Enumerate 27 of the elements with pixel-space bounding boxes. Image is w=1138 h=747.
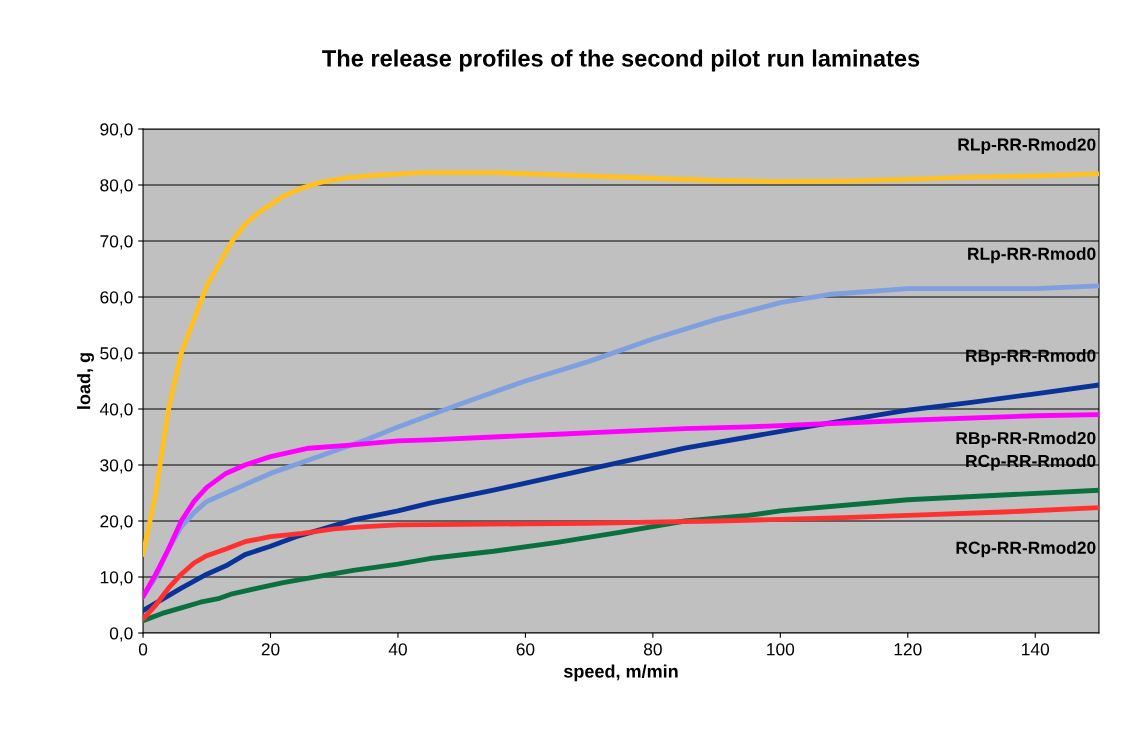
- series-label: RCp-RR-Rmod0: [966, 454, 1096, 471]
- chart-title: The release profiles of the second pilot run laminates: [322, 49, 920, 72]
- x-tick-label: 140: [1022, 643, 1050, 656]
- y-tick-label: 0,0: [109, 627, 133, 642]
- x-tick-label: 100: [767, 643, 795, 656]
- y-tick-label: 10,0: [100, 571, 133, 586]
- y-axis-title: load, g: [77, 353, 94, 409]
- series-label: RCp-RR-Rmod20: [956, 541, 1096, 558]
- y-tick-label: 50,0: [100, 347, 133, 362]
- y-tick-label: 30,0: [100, 459, 133, 474]
- y-tick-label: 90,0: [100, 123, 133, 138]
- y-tick-label: 70,0: [100, 235, 133, 250]
- y-tick-label: 80,0: [100, 179, 133, 194]
- x-tick-label: 60: [516, 643, 535, 656]
- y-tick-label: 60,0: [100, 291, 133, 306]
- series-label: RLp-RR-Rmod0: [968, 247, 1096, 264]
- series-label: RBp-RR-Rmod20: [956, 431, 1096, 448]
- x-tick-label: 0: [138, 643, 148, 656]
- series-label: RBp-RR-Rmod0: [966, 349, 1096, 366]
- y-tick-label: 40,0: [99, 403, 133, 418]
- x-tick-label: 40: [388, 643, 407, 656]
- x-tick-label: 120: [894, 643, 922, 656]
- x-tick-label: 20: [261, 643, 280, 656]
- x-axis-title: speed, m/min: [563, 664, 678, 682]
- series-label: RLp-RR-Rmod20: [958, 137, 1096, 155]
- x-tick-label: 80: [643, 643, 662, 656]
- y-tick-label: 20,0: [100, 515, 133, 530]
